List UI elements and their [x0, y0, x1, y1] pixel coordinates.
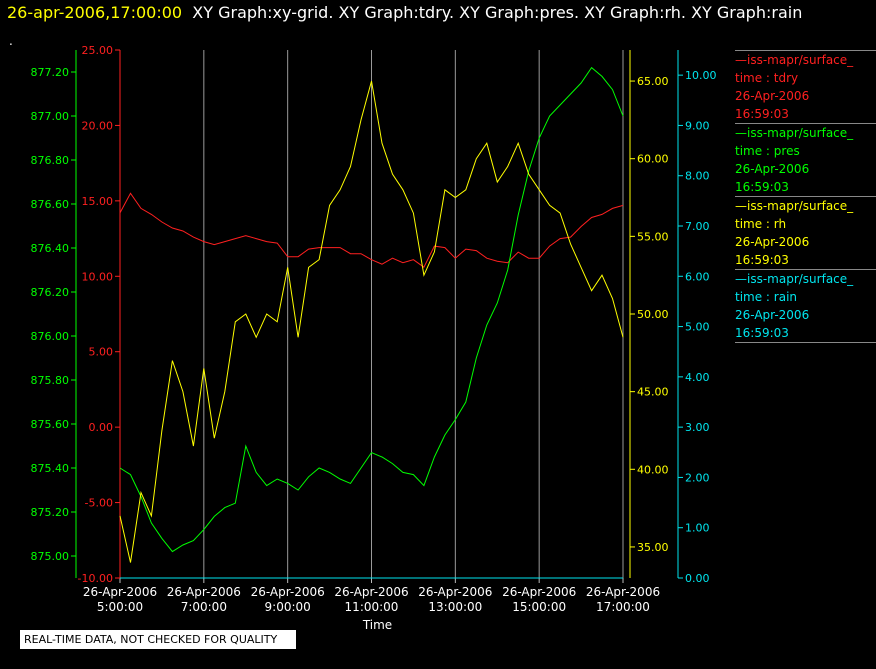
legend-series-date: 26-Apr-2006: [735, 308, 810, 322]
rh-tick-label: 65.00: [637, 75, 669, 88]
pres-tick-label: 875.40: [31, 462, 70, 475]
pres-tick-label: 876.60: [31, 198, 70, 211]
legend-entry-rh: —iss-mapr/surface_ time : rh 26-Apr-2006…: [735, 196, 876, 269]
x-tick-label-time: 13:00:00: [428, 600, 482, 614]
rh-tick-label: 55.00: [637, 230, 669, 243]
rh-tick-label: 60.00: [637, 153, 669, 166]
x-tick-label-date: 26-Apr-2006: [83, 585, 157, 599]
legend-series-name: —iss-mapr/surface_: [735, 272, 854, 286]
quality-notice: REAL-TIME DATA, NOT CHECKED FOR QUALITY: [20, 630, 296, 649]
rain-tick-label: 8.00: [685, 170, 710, 183]
x-tick-label-time: 15:00:00: [512, 600, 566, 614]
tdry-tick-label: 20.00: [82, 119, 114, 132]
graph-list: XY Graph:xy-grid. XY Graph:tdry. XY Grap…: [192, 3, 803, 22]
rain-tick-label: 4.00: [685, 371, 710, 384]
legend-series-time: 16:59:03: [735, 326, 789, 340]
legend-entry-tdry: —iss-mapr/surface_ time : tdry 26-Apr-20…: [735, 50, 876, 123]
legend-series-field: time : rh: [735, 217, 787, 231]
rain-tick-label: 3.00: [685, 421, 710, 434]
series-line-pres: [119, 66, 624, 553]
pres-tick-label: 877.00: [31, 110, 70, 123]
pres-tick-label: 875.80: [31, 374, 70, 387]
legend-series-field: time : pres: [735, 144, 800, 158]
rain-tick-label: 1.00: [685, 522, 710, 535]
rh-tick-label: 45.00: [637, 386, 669, 399]
rain-tick-label: 7.00: [685, 220, 710, 233]
timestamp: 26-apr-2006,17:00:00: [7, 3, 183, 22]
legend-series-field: time : rain: [735, 290, 798, 304]
legend-series-time: 16:59:03: [735, 253, 789, 267]
tdry-tick-label: 15.00: [82, 195, 114, 208]
legend-series-time: 16:59:03: [735, 180, 789, 194]
rain-tick-label: 6.00: [685, 270, 710, 283]
tdry-tick-label: -5.00: [85, 497, 113, 510]
pres-tick-label: 877.20: [31, 66, 70, 79]
tdry-tick-label: -10.00: [78, 572, 113, 585]
x-tick-label-time: 7:00:00: [181, 600, 227, 614]
x-tick-label-time: 11:00:00: [345, 600, 399, 614]
x-tick-label-time: 9:00:00: [265, 600, 311, 614]
legend-series-name: —iss-mapr/surface_: [735, 126, 854, 140]
legend-entry-rain: —iss-mapr/surface_ time : rain 26-Apr-20…: [735, 269, 876, 343]
legend: —iss-mapr/surface_ time : tdry 26-Apr-20…: [735, 50, 876, 343]
pres-tick-label: 875.00: [31, 550, 70, 563]
x-axis-label: Time: [362, 618, 392, 632]
x-tick-label-date: 26-Apr-2006: [334, 585, 408, 599]
legend-series-name: —iss-mapr/surface_: [735, 199, 854, 213]
tdry-tick-label: 0.00: [89, 421, 114, 434]
legend-series-field: time : tdry: [735, 71, 799, 85]
pres-tick-label: 875.20: [31, 506, 70, 519]
rh-tick-label: 35.00: [637, 541, 669, 554]
x-tick-label-date: 26-Apr-2006: [502, 585, 576, 599]
rain-tick-label: 9.00: [685, 119, 710, 132]
legend-series-date: 26-Apr-2006: [735, 162, 810, 176]
legend-series-name: —iss-mapr/surface_: [735, 53, 854, 67]
x-tick-label-date: 26-Apr-2006: [418, 585, 492, 599]
pres-tick-label: 876.40: [31, 242, 70, 255]
x-tick-label-date: 26-Apr-2006: [586, 585, 660, 599]
rain-tick-label: 10.00: [685, 69, 717, 82]
rh-tick-label: 40.00: [637, 463, 669, 476]
tdry-tick-label: 25.00: [82, 44, 114, 57]
x-tick-label-time: 17:00:00: [596, 600, 650, 614]
x-tick-label-time: 5:00:00: [97, 600, 143, 614]
pres-tick-label: 875.60: [31, 418, 70, 431]
legend-series-time: 16:59:03: [735, 107, 789, 121]
legend-entry-pres: —iss-mapr/surface_ time : pres 26-Apr-20…: [735, 123, 876, 196]
rh-tick-label: 50.00: [637, 308, 669, 321]
tdry-tick-label: 10.00: [82, 270, 114, 283]
rain-tick-label: 2.00: [685, 471, 710, 484]
pres-tick-label: 876.00: [31, 330, 70, 343]
pres-tick-label: 876.20: [31, 286, 70, 299]
legend-series-date: 26-Apr-2006: [735, 89, 810, 103]
rain-tick-label: 5.00: [685, 321, 710, 334]
series-line-tdry: [119, 192, 624, 268]
pres-tick-label: 876.80: [31, 154, 70, 167]
marker-dot: .: [9, 34, 13, 48]
tdry-tick-label: 5.00: [89, 346, 114, 359]
chart-title: 26-apr-2006,17:00:00 XY Graph:xy-grid. X…: [7, 3, 802, 22]
legend-series-date: 26-Apr-2006: [735, 235, 810, 249]
x-tick-label-date: 26-Apr-2006: [167, 585, 241, 599]
rain-tick-label: 0.00: [685, 572, 710, 585]
x-tick-label-date: 26-Apr-2006: [251, 585, 325, 599]
series-line-rh: [119, 80, 624, 563]
